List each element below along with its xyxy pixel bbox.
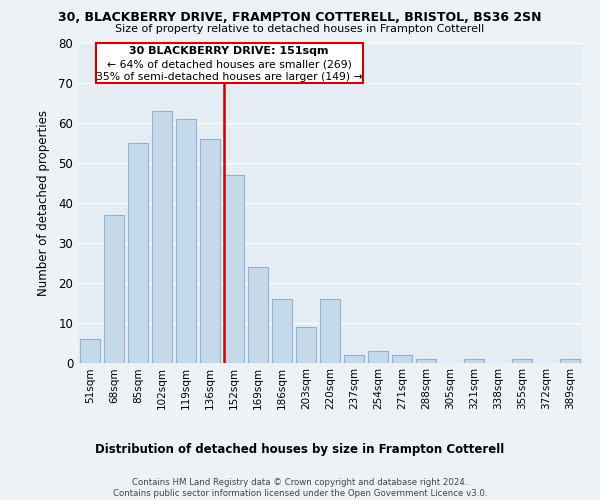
Bar (392, 354, 412, 362)
Bar (272, 298, 292, 362)
Bar (248, 266, 268, 362)
Text: 30 BLACKBERRY DRIVE: 151sqm: 30 BLACKBERRY DRIVE: 151sqm (130, 46, 329, 56)
Text: 35% of semi-detached houses are larger (149) →: 35% of semi-detached houses are larger (… (96, 72, 362, 83)
Text: Contains HM Land Registry data © Crown copyright and database right 2024.
Contai: Contains HM Land Registry data © Crown c… (113, 478, 487, 498)
Text: ← 64% of detached houses are smaller (269): ← 64% of detached houses are smaller (26… (107, 59, 352, 69)
Bar (512, 358, 532, 362)
Bar (176, 118, 196, 362)
Bar (320, 298, 340, 362)
Y-axis label: Number of detached properties: Number of detached properties (37, 110, 50, 296)
Bar (344, 354, 364, 362)
FancyBboxPatch shape (95, 42, 363, 82)
Bar (368, 350, 388, 362)
Text: Size of property relative to detached houses in Frampton Cotterell: Size of property relative to detached ho… (115, 24, 485, 34)
Bar (104, 214, 124, 362)
Bar (296, 326, 316, 362)
Bar (560, 358, 580, 362)
Bar (80, 338, 100, 362)
Bar (464, 358, 484, 362)
Text: 30, BLACKBERRY DRIVE, FRAMPTON COTTERELL, BRISTOL, BS36 2SN: 30, BLACKBERRY DRIVE, FRAMPTON COTTERELL… (58, 11, 542, 24)
Bar (128, 142, 148, 362)
Bar (224, 174, 244, 362)
Text: Distribution of detached houses by size in Frampton Cotterell: Distribution of detached houses by size … (95, 442, 505, 456)
Bar (200, 138, 220, 362)
Bar (152, 110, 172, 362)
Bar (416, 358, 436, 362)
